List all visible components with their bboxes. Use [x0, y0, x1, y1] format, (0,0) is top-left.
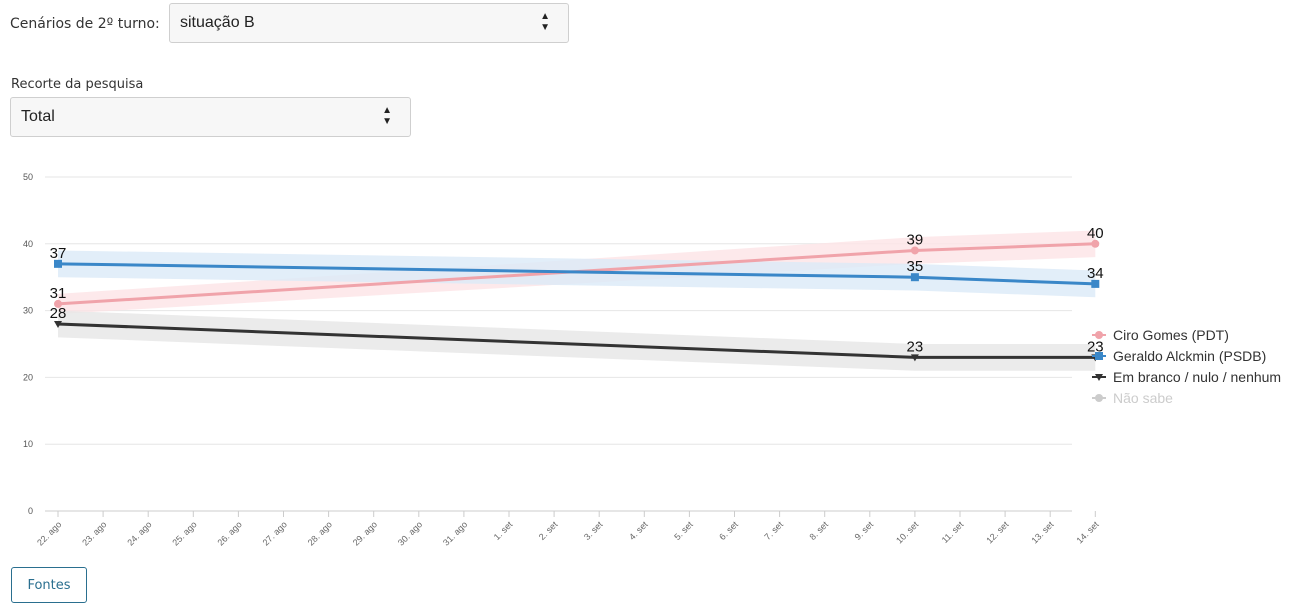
y-tick-label: 0 — [28, 506, 33, 516]
poll-chart: 31 39 40 37 35 34 28 23 23 0 10 20 30 40 50 22. ago 23.… — [23, 172, 1281, 548]
x-tick-label: 24. ago — [125, 519, 153, 547]
grid-layer — [45, 176, 1072, 512]
data-point — [910, 354, 919, 362]
x-tick-label: 7. set — [762, 519, 785, 542]
select-arrows-icon: ▲ ▼ — [382, 105, 392, 127]
confidence-band — [58, 310, 1096, 371]
legend-marker — [1095, 394, 1103, 402]
data-label: 34 — [1087, 265, 1104, 282]
cut-select-value: Total — [21, 108, 55, 125]
x-tick-label: 1. set — [492, 519, 515, 542]
x-tick-label: 9. set — [853, 519, 876, 542]
data-label: 37 — [50, 245, 67, 262]
x-tick-label: 14. set — [1075, 519, 1102, 546]
scenario-row: Cenários de 2º turno: — [10, 4, 166, 44]
x-tick-label: 2. set — [537, 519, 560, 542]
data-label: 23 — [907, 338, 924, 355]
legend: Ciro Gomes (PDT) Geraldo Alckmin (PSDB) Em… — [1092, 327, 1281, 406]
data-point — [910, 273, 919, 282]
scenario-label: Cenários de 2º turno: — [10, 16, 160, 32]
legend-item-label: Ciro Gomes (PDT) — [1113, 327, 1229, 343]
select-arrows-icon: ▲ ▼ — [540, 11, 550, 33]
line-layer — [54, 239, 1100, 362]
confidence-band — [58, 250, 1096, 298]
x-tick-label: 10. set — [894, 519, 921, 546]
data-label: 23 — [1087, 338, 1104, 355]
scenario-select-value: situação B — [180, 14, 255, 31]
x-tick-label: 13. set — [1029, 519, 1056, 546]
x-tick-label: 30. ago — [396, 519, 424, 547]
data-label: 28 — [50, 305, 67, 322]
data-label: 39 — [907, 231, 924, 248]
cut-label: Recorte da pesquisa — [11, 77, 144, 92]
sources-button[interactable]: Fontes — [11, 567, 87, 603]
x-tick-label: 29. ago — [351, 519, 379, 547]
legend-marker — [1095, 331, 1103, 339]
x-tick-label: 28. ago — [306, 519, 334, 547]
y-tick-label: 20 — [23, 372, 33, 382]
y-tick-label: 40 — [23, 239, 33, 249]
data-point — [54, 299, 62, 308]
scenario-select[interactable]: situação B ▲ ▼ — [169, 3, 569, 43]
y-tick-label: 50 — [23, 172, 33, 182]
data-label: 40 — [1087, 225, 1104, 242]
x-tick-label: 25. ago — [170, 519, 198, 547]
band-layer — [58, 230, 1096, 371]
data-point — [910, 246, 919, 255]
x-tick-label: 22. ago — [35, 519, 63, 547]
data-point — [1091, 239, 1100, 248]
y-tick-label: 30 — [23, 306, 33, 316]
x-tick-label: 27. ago — [261, 519, 289, 547]
x-tick-label: 31. ago — [441, 519, 469, 547]
data-label: 31 — [50, 285, 67, 302]
legend-marker — [1095, 352, 1103, 360]
x-tick-label: 8. set — [807, 519, 830, 542]
x-tick-label: 5. set — [672, 519, 695, 542]
legend-marker — [1095, 374, 1103, 381]
x-tick-label: 4. set — [627, 519, 650, 542]
x-tick-label: 3. set — [582, 519, 605, 542]
y-tick-label: 10 — [23, 439, 33, 449]
data-point — [1091, 279, 1100, 288]
legend-item-label: Em branco / nulo / nenhum — [1113, 369, 1281, 385]
x-tick-label: 11. set — [940, 519, 966, 545]
x-tick-label: 6. set — [717, 519, 740, 542]
legend-item-label: Geraldo Alckmin (PSDB) — [1113, 348, 1266, 364]
data-label: 35 — [907, 258, 924, 275]
x-tick-label: 26. ago — [216, 519, 244, 547]
cut-select[interactable]: Total ▲ ▼ — [10, 97, 411, 137]
x-tick-label: 23. ago — [80, 519, 108, 547]
label-layer: 31 39 40 37 35 34 28 23 23 — [50, 225, 1104, 356]
data-point — [54, 259, 62, 268]
x-tick-label: 12. set — [984, 519, 1011, 546]
legend-item-label: Não sabe — [1113, 390, 1173, 406]
data-point — [54, 320, 62, 328]
